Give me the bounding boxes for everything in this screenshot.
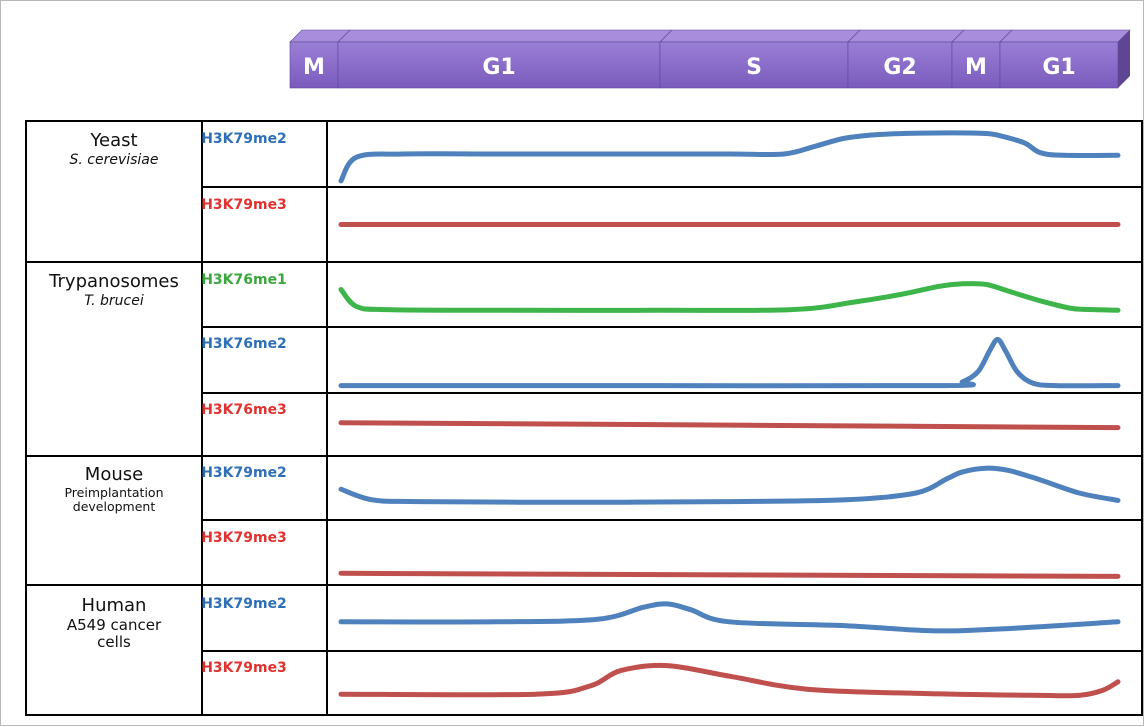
profile-curve-h3k76me2 bbox=[338, 337, 1121, 389]
phase-label: S bbox=[746, 55, 762, 80]
organism-yeast: Yeast S. cerevisiae bbox=[27, 130, 201, 168]
group-divider bbox=[25, 584, 1143, 586]
phase-block bbox=[999, 29, 1131, 89]
profile-curve-h3k79me3 bbox=[338, 662, 1121, 699]
profile-curve-h3k79me2 bbox=[338, 465, 1121, 505]
mark-label: H3K76me1 bbox=[201, 272, 287, 288]
column-divider bbox=[326, 120, 328, 716]
cell-cycle-bar bbox=[289, 29, 1131, 89]
phase-label: M bbox=[965, 55, 987, 80]
phase-label: G1 bbox=[1042, 55, 1076, 80]
organism-name: Trypanosomes bbox=[49, 271, 179, 292]
group-divider bbox=[25, 261, 1143, 263]
organism-human: Human A549 cancer cells bbox=[27, 595, 201, 651]
phase-label: M bbox=[303, 55, 325, 80]
organism-species: S. cerevisiae bbox=[69, 151, 159, 168]
profile-curve-h3k76me1 bbox=[338, 281, 1121, 313]
column-divider bbox=[201, 120, 203, 716]
organism-mouse: Mouse Preimplantation development bbox=[27, 464, 201, 515]
row-divider bbox=[202, 326, 1143, 328]
organism-name: Mouse bbox=[84, 464, 144, 485]
mark-label: H3K76me2 bbox=[201, 336, 287, 352]
organism-stage: Preimplantation development bbox=[64, 484, 164, 515]
profile-curve-h3k79me2 bbox=[338, 601, 1121, 634]
group-divider bbox=[25, 455, 1143, 457]
mark-label: H3K76me3 bbox=[201, 402, 287, 418]
row-divider bbox=[202, 650, 1143, 652]
mark-label: H3K79me3 bbox=[201, 530, 287, 546]
phase-block bbox=[951, 29, 1013, 89]
phase-label: G1 bbox=[482, 55, 516, 80]
row-divider bbox=[202, 519, 1143, 521]
mark-label: H3K79me2 bbox=[201, 465, 287, 481]
row-divider bbox=[202, 392, 1143, 394]
organism-name: Human bbox=[81, 595, 147, 616]
organism-cells: A549 cancer cells bbox=[66, 615, 162, 651]
phase-block bbox=[289, 29, 351, 89]
profile-curve-h3k76me3 bbox=[338, 420, 1121, 431]
row-divider bbox=[202, 186, 1143, 188]
mark-label: H3K79me2 bbox=[201, 596, 287, 612]
profile-curve-h3k79me3 bbox=[338, 570, 1121, 579]
organism-trypanosomes: Trypanosomes T. brucei bbox=[27, 271, 201, 309]
mark-label: H3K79me3 bbox=[201, 197, 287, 213]
profile-curve-h3k79me2 bbox=[338, 130, 1121, 184]
mark-label: H3K79me3 bbox=[201, 660, 287, 676]
profile-table bbox=[25, 120, 1143, 716]
organism-species: T. brucei bbox=[84, 292, 144, 309]
phase-label: G2 bbox=[883, 55, 917, 80]
organism-name: Yeast bbox=[90, 130, 138, 151]
phase-block bbox=[337, 29, 673, 89]
mark-label: H3K79me2 bbox=[201, 131, 287, 147]
